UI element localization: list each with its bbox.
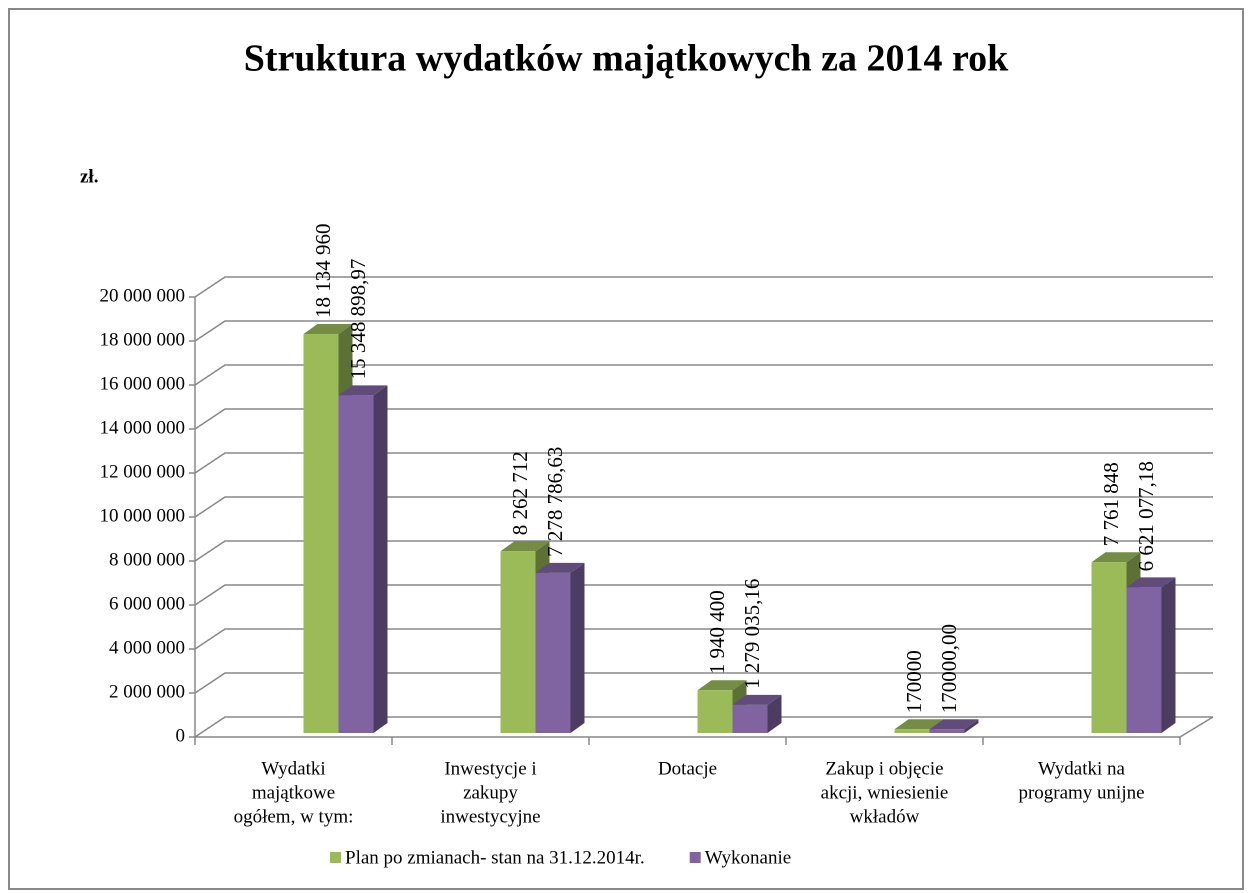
- x-tick-label: wkładów: [850, 806, 920, 827]
- bar-top: [303, 324, 353, 335]
- grid-line: [194, 540, 1213, 562]
- bar: [303, 334, 339, 733]
- bar-top: [1091, 552, 1141, 563]
- y-tick-label: 4 000 000: [109, 637, 185, 658]
- bar-side: [767, 694, 782, 733]
- value-label: 6 621 077,18: [1134, 461, 1158, 571]
- chart-title: Struktura wydatków majątkowych za 2014 r…: [244, 38, 1009, 80]
- bar-side: [964, 719, 979, 733]
- bar-side: [373, 385, 388, 733]
- bar: [697, 690, 733, 733]
- x-tick-label: Zakup i objęcie: [825, 758, 943, 779]
- value-label: 18 134 960: [311, 224, 335, 319]
- value-label: 15 348 898,97: [346, 259, 370, 380]
- chart-border: [8, 8, 1244, 890]
- bar: [894, 729, 930, 733]
- bar: [732, 704, 768, 733]
- grid-line: [194, 496, 1213, 518]
- y-axis-unit: zł.: [80, 166, 98, 187]
- grid-line: [194, 320, 1213, 342]
- grid-line: [194, 364, 1213, 386]
- x-tick-label: ogółem, w tym:: [234, 806, 354, 827]
- x-tick-label: majątkowe: [252, 782, 335, 803]
- y-tick-label: 12 000 000: [100, 461, 186, 482]
- legend-label: Plan po zmianach- stan na 31.12.2014r.: [345, 847, 645, 868]
- legend-swatch: [330, 852, 341, 863]
- y-tick-label: 6 000 000: [109, 593, 185, 614]
- bar: [1126, 587, 1162, 733]
- y-tick-label: 14 000 000: [100, 417, 186, 438]
- bar-side: [1161, 577, 1176, 733]
- bar-top: [697, 680, 747, 691]
- bar: [929, 729, 965, 733]
- grid-line: [194, 408, 1213, 430]
- y-tick-label: 16 000 000: [100, 373, 186, 394]
- x-tick-label: Dotacje: [658, 758, 717, 779]
- grid-line: [194, 452, 1213, 474]
- grid-line: [194, 276, 1213, 298]
- legend-swatch: [689, 852, 701, 863]
- x-tick-label: programy unijne: [1018, 782, 1144, 803]
- grid-line: [194, 628, 1213, 650]
- bar-top: [732, 694, 782, 705]
- x-tick-label: Wydatki na: [1038, 758, 1126, 779]
- x-tick-label: Inwestycje i: [444, 758, 536, 779]
- y-tick-label: 20 000 000: [100, 285, 186, 306]
- grid-line: [194, 584, 1213, 606]
- value-label: 170000,00: [937, 624, 961, 713]
- x-tick-label: Wydatki: [261, 758, 325, 779]
- y-tick-label: 2 000 000: [109, 681, 185, 702]
- bar-top: [338, 385, 388, 396]
- x-tick-label: inwestycyjne: [440, 806, 540, 827]
- x-tick-label: akcji, wniesienie: [821, 782, 949, 803]
- bar-top: [535, 562, 585, 573]
- y-tick-label: 8 000 000: [109, 549, 185, 570]
- y-tick-label: 0: [176, 725, 186, 746]
- grid-line: [194, 716, 1213, 738]
- value-label: 1 279 035,16: [740, 579, 764, 689]
- bar: [535, 572, 571, 733]
- y-tick-label: 10 000 000: [100, 505, 186, 526]
- bar: [1091, 562, 1127, 733]
- x-tick-label: zakupy: [463, 782, 518, 803]
- value-label: 8 262 712: [508, 451, 532, 535]
- grid-line: [194, 672, 1213, 694]
- value-label: 7 761 848: [1099, 462, 1123, 546]
- bar-top: [1126, 577, 1176, 588]
- bar-top: [894, 719, 944, 730]
- value-label: 1 940 400: [705, 590, 729, 674]
- bar-top: [500, 541, 550, 552]
- bar: [338, 395, 374, 733]
- value-label: 7 278 786,63: [543, 447, 567, 557]
- bar-side: [570, 562, 585, 733]
- bar-top: [929, 719, 979, 730]
- value-label: 170000: [902, 650, 926, 713]
- bar: [500, 551, 536, 733]
- y-tick-label: 18 000 000: [100, 329, 186, 350]
- legend-label: Wykonanie: [705, 847, 791, 868]
